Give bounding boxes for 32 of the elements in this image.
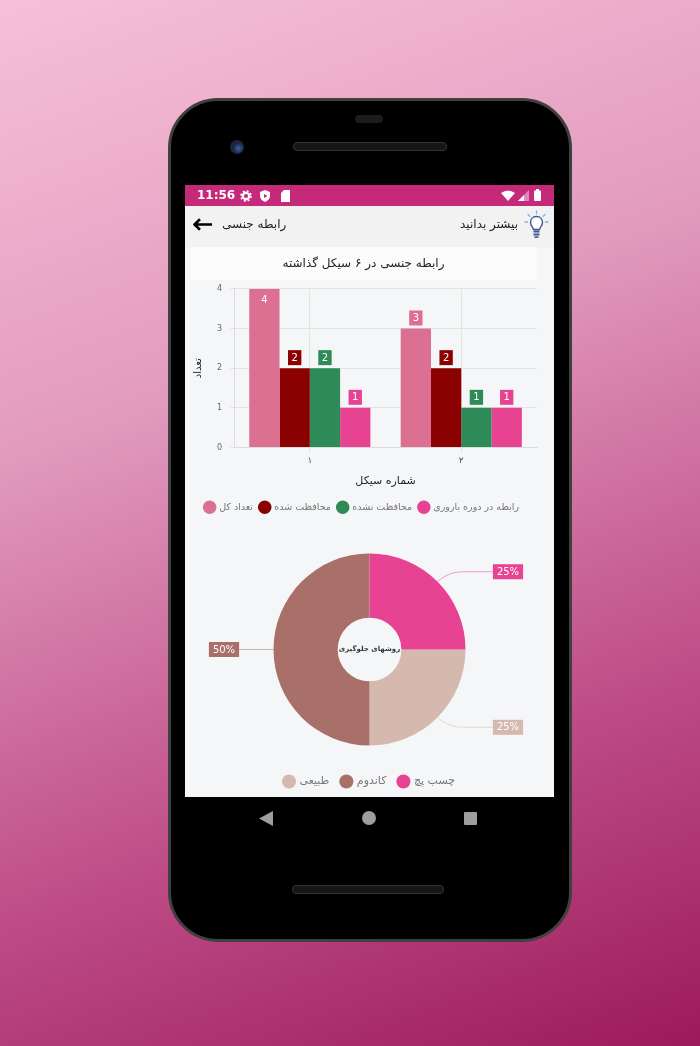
data-label: 1 bbox=[352, 391, 359, 403]
legend-label: محافظت نشده bbox=[352, 500, 413, 512]
y-tick-label: 2 bbox=[217, 363, 223, 373]
text: رابطه جنسی bbox=[222, 216, 287, 232]
x-axis-title: شماره سیکل bbox=[355, 473, 416, 487]
data-label: 2 bbox=[442, 351, 450, 363]
chart-title: رابطه جنسی در ۶ سیکل گذاشته bbox=[190, 247, 537, 280]
data-label: 1 bbox=[503, 391, 510, 403]
y-tick-label: 4 bbox=[217, 283, 223, 293]
legend-label: رابطه در دوره باروری bbox=[433, 500, 520, 512]
legend-label: محافظت شده bbox=[274, 500, 331, 512]
legend-label: تعداد کل bbox=[219, 500, 254, 512]
legend-label: چسب پچ bbox=[413, 774, 455, 788]
text: 11:56 bbox=[197, 188, 236, 203]
legend-label: کاندوم bbox=[356, 774, 388, 788]
x-tick-label: ۲ bbox=[458, 455, 464, 466]
data-label: 1 bbox=[473, 391, 480, 403]
y-axis-title: تعداد bbox=[191, 357, 203, 379]
legend-label: طبیعی bbox=[299, 774, 330, 788]
text: بیشتر بدانید bbox=[460, 216, 518, 232]
data-label: 4 bbox=[261, 293, 268, 305]
bar bbox=[249, 288, 280, 447]
y-tick-label: 3 bbox=[217, 323, 223, 333]
data-label: 2 bbox=[321, 351, 329, 363]
y-tick-label: 0 bbox=[217, 442, 223, 452]
x-tick-label: ۱ bbox=[307, 455, 313, 466]
data-label: 25% bbox=[496, 565, 520, 577]
data-label: 2 bbox=[291, 351, 298, 363]
data-label: 25% bbox=[496, 721, 520, 733]
y-tick-label: 1 bbox=[217, 402, 223, 412]
data-label: 50% bbox=[212, 643, 236, 655]
data-label: 3 bbox=[412, 312, 420, 324]
